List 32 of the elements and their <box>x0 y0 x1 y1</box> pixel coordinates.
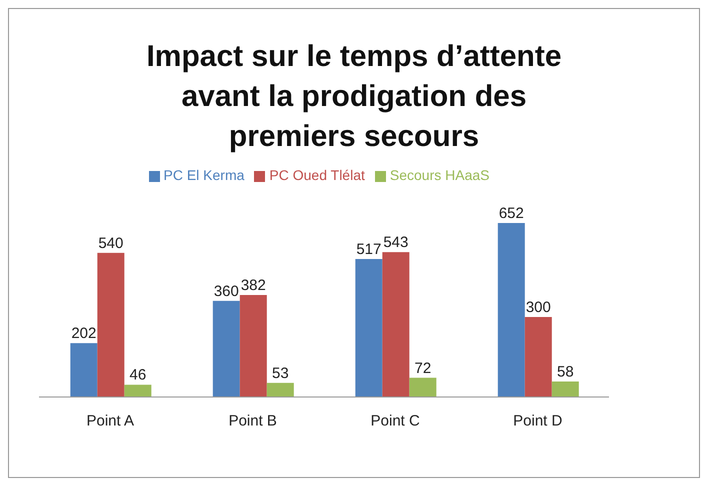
bar <box>240 295 267 397</box>
bar <box>409 378 436 397</box>
data-label: 382 <box>240 277 266 294</box>
data-label: 652 <box>498 205 524 222</box>
x-tick-label: Point A <box>86 412 134 430</box>
bar <box>97 252 124 397</box>
x-tick-label: Point D <box>513 412 563 430</box>
x-tick-label: Point C <box>370 412 420 430</box>
bar <box>70 343 98 397</box>
bar <box>355 259 382 397</box>
x-tick-label: Point B <box>228 412 277 430</box>
chart-title: Impact sur le temps d’attente avant la prodigation des premiers secours <box>145 39 563 155</box>
data-label: 53 <box>272 364 289 382</box>
legend-label: Secours HAaaS <box>390 167 490 183</box>
data-label: 58 <box>557 364 574 381</box>
data-label: 46 <box>130 366 146 384</box>
data-label: 202 <box>71 325 96 342</box>
data-label: 360 <box>214 282 239 300</box>
data-label: 72 <box>414 360 432 377</box>
data-label: 540 <box>98 234 124 252</box>
data-label: 300 <box>526 298 551 316</box>
data-label: 517 <box>356 241 382 258</box>
legend-label: PC Oued Tlélat <box>269 167 365 183</box>
data-label: 543 <box>383 234 408 252</box>
bar <box>212 300 240 397</box>
bar <box>524 316 552 397</box>
legend-label: PC El Kerma <box>164 167 244 183</box>
bar <box>552 382 579 397</box>
bar <box>382 252 410 397</box>
bar <box>124 384 152 397</box>
bar <box>266 382 294 397</box>
bar <box>498 223 525 397</box>
